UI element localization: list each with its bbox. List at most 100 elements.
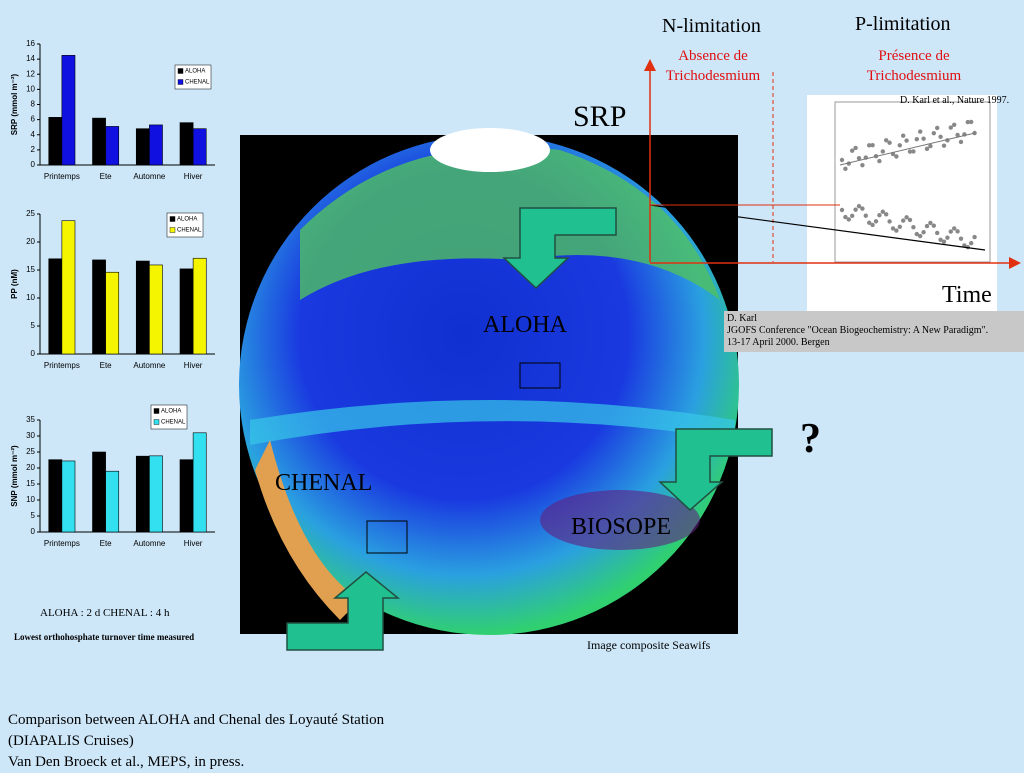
- dot: [860, 162, 865, 168]
- y-tick-label: 6: [31, 115, 36, 124]
- dot: [952, 122, 957, 127]
- dot: [853, 145, 858, 151]
- y-tick-label: 30: [26, 431, 35, 440]
- dot: [918, 129, 923, 134]
- bar: [135, 260, 150, 355]
- ice: [430, 128, 550, 172]
- srp-trend: [649, 204, 986, 251]
- n-limitation: N-limitation: [662, 15, 761, 37]
- aloha-label: ALOHA: [483, 312, 567, 338]
- x-tick-label: Ete: [100, 361, 113, 370]
- dot: [969, 119, 974, 125]
- y-tick-label: 8: [31, 100, 36, 109]
- dot: [948, 229, 953, 234]
- bar: [149, 455, 163, 533]
- p-limitation: P-limitation: [855, 13, 951, 35]
- dot: [850, 213, 855, 219]
- y-tick-label: 15: [26, 479, 35, 488]
- dot: [887, 140, 892, 145]
- x-tick-label: Printemps: [44, 539, 80, 548]
- y-tick-label: 0: [31, 160, 36, 169]
- dot: [873, 219, 879, 224]
- bar: [92, 259, 106, 355]
- dot: [918, 233, 923, 239]
- aloha-box: [519, 362, 561, 389]
- dot: [935, 125, 940, 131]
- dot: [853, 207, 858, 212]
- bar: [149, 124, 163, 166]
- question: ?: [800, 416, 821, 462]
- dot: [863, 213, 868, 218]
- legend-label: ALOHA: [161, 409, 181, 415]
- dot: [870, 142, 875, 148]
- footer-line: Van Den Broeck et al., MEPS, in press.: [8, 754, 245, 770]
- bar: [192, 128, 207, 166]
- srp-label: SRP: [573, 100, 627, 133]
- dot: [887, 219, 892, 224]
- karl-axes: [834, 101, 991, 263]
- legend-label: CHENAL: [177, 228, 202, 234]
- dot: [924, 223, 930, 229]
- dot: [897, 224, 902, 229]
- karl-dots: [839, 119, 977, 250]
- bar: [149, 264, 163, 355]
- y-tick-label: 12: [26, 69, 35, 78]
- dot: [911, 149, 916, 154]
- ref-line: 13-17 April 2000. Bergen: [727, 337, 830, 348]
- time-label: Time: [942, 282, 992, 308]
- note-line: Absence de: [678, 48, 748, 64]
- bar: [179, 459, 194, 533]
- x-tick-label: Ete: [100, 172, 113, 181]
- bar: [192, 432, 207, 533]
- dot: [965, 119, 970, 125]
- dot: [955, 229, 960, 234]
- dot: [924, 146, 930, 152]
- turnover-note: Lowest orthohosphate turnover time measu…: [14, 632, 195, 642]
- dot: [877, 212, 882, 218]
- dot: [839, 207, 845, 213]
- legend-label: CHENAL: [185, 80, 210, 86]
- dot: [904, 138, 909, 143]
- legend-swatch: [169, 227, 176, 233]
- dot: [880, 149, 885, 154]
- dot: [914, 231, 919, 237]
- dot: [931, 131, 936, 136]
- y-tick-label: 20: [26, 463, 35, 472]
- x-tick-label: Printemps: [44, 361, 80, 370]
- biosope-label: BIOSOPE: [571, 514, 672, 540]
- bar: [48, 459, 63, 533]
- legend-swatch: [177, 68, 184, 74]
- bar: [105, 126, 120, 166]
- dot: [948, 125, 953, 130]
- dot: [969, 240, 974, 246]
- y-tick-label: 15: [26, 265, 35, 274]
- dot: [914, 137, 919, 142]
- y-tick-label: 5: [31, 321, 36, 330]
- n-note: Absence de Trichodesmium: [655, 46, 771, 86]
- dot: [928, 220, 933, 226]
- y-tick-label: 14: [26, 54, 35, 63]
- y-tick-label: 0: [31, 527, 36, 536]
- x-tick-label: Hiver: [184, 172, 203, 181]
- y-axis-label: SNP (mmol m⁻²): [10, 445, 19, 507]
- y-tick-label: 10: [26, 293, 35, 302]
- ref-line: JGOFS Conference "Ocean Biogeochemistry:…: [727, 325, 989, 336]
- image-caption: Image composite Seawifs: [587, 638, 711, 652]
- y-tick-label: 5: [31, 511, 36, 520]
- dot: [938, 237, 943, 242]
- dot: [941, 143, 947, 148]
- dot: [958, 139, 964, 145]
- trend: [839, 132, 976, 166]
- dot: [850, 148, 855, 153]
- band: [250, 400, 735, 445]
- y-tick-label: 35: [26, 415, 35, 424]
- bar: [179, 268, 194, 355]
- y-tick-label: 4: [31, 130, 36, 139]
- y-tick-label: 10: [26, 84, 35, 93]
- legend-label: CHENAL: [161, 420, 186, 426]
- ref-line: D. Karl: [727, 313, 757, 324]
- x-tick-label: Hiver: [184, 361, 203, 370]
- legend-swatch: [153, 419, 160, 425]
- dot: [901, 218, 906, 223]
